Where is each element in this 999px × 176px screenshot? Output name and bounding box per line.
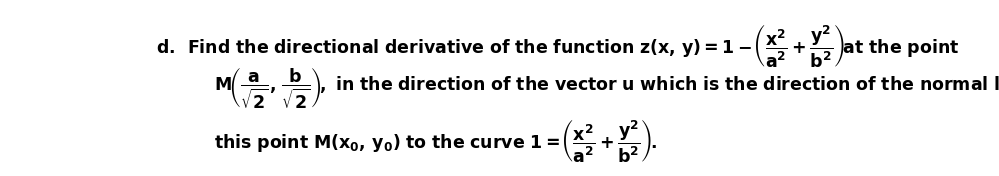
Text: $\mathbf{this\ point\ M(x_0,\,y_0)\ to\ the\ curve\ 1 = \!\left(\dfrac{x^2}{a^2}: $\mathbf{this\ point\ M(x_0,\,y_0)\ to\ …: [214, 117, 657, 164]
Text: $\mathbf{M\!\left(\dfrac{a}{\sqrt{2}},\,\dfrac{b}{\sqrt{2}}\right)\!,}$$\mathbf{: $\mathbf{M\!\left(\dfrac{a}{\sqrt{2}},\,…: [214, 66, 999, 111]
Text: $\mathbf{d.}$  $\mathbf{Find\ the\ directional\ derivative\ of\ the\ function\ }: $\mathbf{d.}$ $\mathbf{Find\ the\ direct…: [156, 22, 959, 69]
